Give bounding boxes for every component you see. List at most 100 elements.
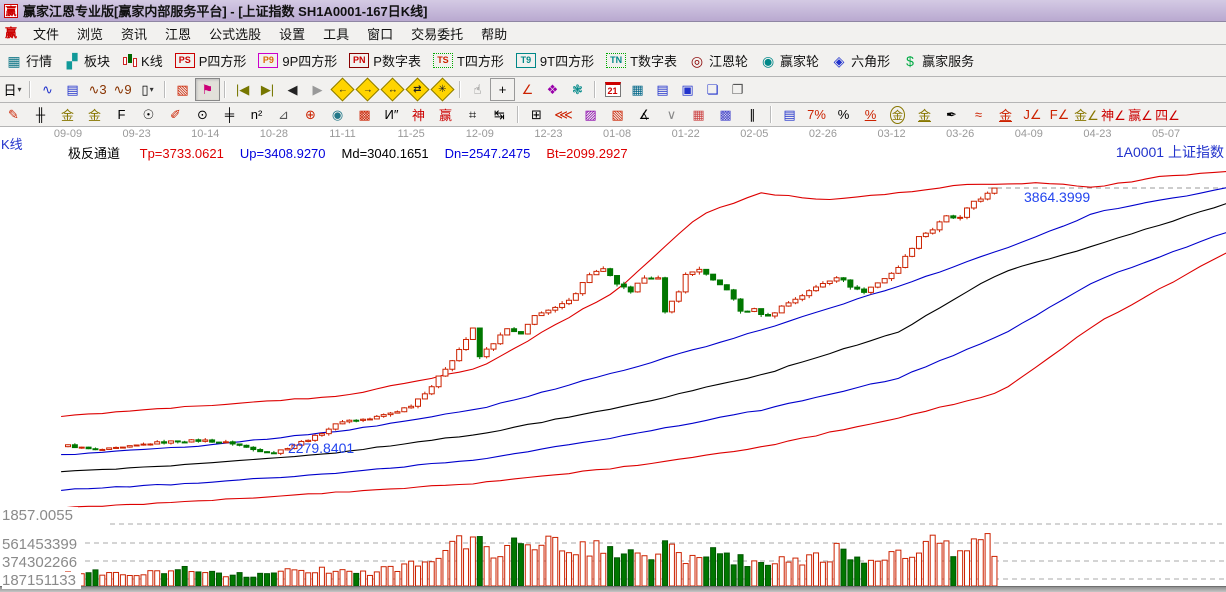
pattern-tool[interactable]: ▧: [170, 78, 195, 101]
sectors-button[interactable]: ▞ 板块: [58, 48, 116, 73]
9t-square-button[interactable]: T9 9T四方形: [510, 48, 600, 73]
grid-target-tool[interactable]: ▩: [351, 104, 378, 125]
menu-文件[interactable]: 文件: [33, 26, 60, 42]
candle-style-dropdown[interactable]: ▯ ▾: [135, 78, 160, 101]
si-angle-tool[interactable]: 四∠: [1154, 104, 1181, 125]
p-number-button[interactable]: PN P数字表: [343, 48, 427, 73]
j-angle-tool[interactable]: J∠: [1019, 104, 1046, 125]
n2-tool[interactable]: n²: [243, 104, 270, 125]
pct-line-tool[interactable]: %: [857, 104, 884, 125]
save-icon[interactable]: ▣: [675, 78, 700, 101]
menu-江恩[interactable]: 江恩: [165, 26, 192, 42]
quotes-button[interactable]: ▦ 行情: [0, 48, 58, 73]
pct-slash-tool[interactable]: 7%: [803, 104, 830, 125]
gann-wheel-button[interactable]: ◎ 江恩轮: [683, 48, 754, 73]
fan-lines-tool[interactable]: ⋘: [550, 104, 577, 125]
print-icon[interactable]: ❐: [725, 78, 750, 101]
network-icon[interactable]: ❏: [700, 78, 725, 101]
brush-tool[interactable]: ✐: [162, 104, 189, 125]
hand-tool[interactable]: ☝: [465, 78, 490, 101]
chart-area[interactable]: 09-09 09-23 10-14 10-28 11-11 11-25 12-09 12-23…: [0, 127, 1226, 589]
gold-circle-tool[interactable]: 金: [884, 104, 911, 125]
expand-diamond[interactable]: ↔: [380, 77, 405, 102]
pen-tool[interactable]: ✎: [0, 104, 27, 125]
zoom-left-diamond[interactable]: ←: [330, 77, 355, 102]
spiral-tool[interactable]: ☉: [135, 104, 162, 125]
angle-measure-tool[interactable]: ∠: [515, 78, 540, 101]
gold-line-tool[interactable]: 金: [911, 104, 938, 125]
menu-交易委托[interactable]: 交易委托: [411, 26, 464, 42]
menu-工具[interactable]: 工具: [323, 26, 350, 42]
dot-grid-tool[interactable]: ▦: [685, 104, 712, 125]
9p-square-button[interactable]: P9 9P四方形: [252, 48, 343, 73]
ruler123-tool[interactable]: ⌗: [459, 104, 486, 125]
rays-tool[interactable]: ∡: [631, 104, 658, 125]
angle-marks-tool[interactable]: И″: [378, 104, 405, 125]
circle-cross-tool[interactable]: ⊕: [297, 104, 324, 125]
gann-shape-tool[interactable]: ❖: [540, 78, 565, 101]
wave9-tool[interactable]: ∿9: [110, 78, 135, 101]
gold-angle-red-tool[interactable]: 金: [992, 104, 1019, 125]
symbol-label: 1A0001 上证指数: [1116, 142, 1224, 162]
pattern-brain-tool[interactable]: ❃: [565, 78, 590, 101]
zigzag-tool[interactable]: ∿: [35, 78, 60, 101]
j-angle-tool-icon: J∠: [1023, 106, 1042, 122]
prev-button[interactable]: ◀: [280, 78, 305, 101]
calendar-icon[interactable]: 21: [600, 78, 625, 101]
fan-box-tool[interactable]: ▨: [577, 104, 604, 125]
chart-canvas[interactable]: [0, 127, 1226, 586]
box-grid-tool[interactable]: ▩: [712, 104, 739, 125]
box-measure-tool[interactable]: ⊞: [523, 104, 550, 125]
winner-service-button[interactable]: $ 赢家服务: [896, 48, 980, 73]
zoom-right-diamond[interactable]: →: [355, 77, 380, 102]
menu-资讯[interactable]: 资讯: [121, 26, 148, 42]
shen-angle-tool[interactable]: 神∠: [1100, 104, 1127, 125]
crosshair-tool[interactable]: +: [490, 78, 515, 101]
menu-浏览[interactable]: 浏览: [77, 26, 104, 42]
circle-ruler-tool[interactable]: ⊙: [189, 104, 216, 125]
kline-button[interactable]: K线: [116, 48, 169, 73]
menu-设置[interactable]: 设置: [279, 26, 306, 42]
f-angle-tool[interactable]: F∠: [1046, 104, 1073, 125]
menu-帮助[interactable]: 帮助: [481, 26, 508, 42]
ruler123-tool-icon: ⌗: [468, 106, 477, 122]
shen-tool[interactable]: 神: [405, 104, 432, 125]
period-day-dropdown[interactable]: 日 ▾: [0, 78, 25, 101]
last-page-button[interactable]: ▶|: [255, 78, 280, 101]
wave3-tool[interactable]: ∿3: [85, 78, 110, 101]
gold-ruler-tool[interactable]: 金: [54, 104, 81, 125]
target-tool[interactable]: ◉: [324, 104, 351, 125]
notes-icon[interactable]: ▤: [650, 78, 675, 101]
chart-flag-tool[interactable]: ⚑: [195, 78, 220, 101]
f-ruler-tool[interactable]: F: [108, 104, 135, 125]
winner-wheel-button[interactable]: ◉ 赢家轮: [754, 48, 825, 73]
pct-tool[interactable]: %: [830, 104, 857, 125]
ink-tool[interactable]: ✒: [938, 104, 965, 125]
t-square-button[interactable]: TS T四方形: [427, 48, 510, 73]
ruler-tool[interactable]: ╫: [27, 104, 54, 125]
gold-angle-tool[interactable]: 金∠: [1073, 104, 1100, 125]
ying-angle-tool[interactable]: 赢∠: [1127, 104, 1154, 125]
wave-overlay-tool[interactable]: ≈: [965, 104, 992, 125]
hexagon-button[interactable]: ◈ 六角形: [825, 48, 896, 73]
vee-lines-tool[interactable]: ∨: [658, 104, 685, 125]
ying-tool[interactable]: 赢: [432, 104, 459, 125]
clipboard-tool[interactable]: ▤: [60, 78, 85, 101]
width-arrows-tool[interactable]: ↹: [486, 104, 513, 125]
gold-ruler2-tool[interactable]: 金: [81, 104, 108, 125]
triangle-tool[interactable]: ⊿: [270, 104, 297, 125]
gann-scale-tool[interactable]: ▤: [776, 104, 803, 125]
next-button[interactable]: ▶: [305, 78, 330, 101]
first-page-button[interactable]: |◀: [230, 78, 255, 101]
menu-窗口[interactable]: 窗口: [367, 26, 394, 42]
titlebar[interactable]: 赢 赢家江恩专业版[赢家内部服务平台] - [上证指数 SH1A0001-167…: [0, 0, 1226, 22]
tick-ruler-tool[interactable]: ╪: [216, 104, 243, 125]
calculator-icon[interactable]: ▦: [625, 78, 650, 101]
compress-diamond[interactable]: ⇄: [405, 77, 430, 102]
p-square-button[interactable]: PS P四方形: [169, 48, 253, 73]
parallel-lines-tool[interactable]: ∥: [739, 104, 766, 125]
menu-公式选股[interactable]: 公式选股: [209, 26, 262, 42]
fit-diamond[interactable]: ✳: [430, 77, 455, 102]
t-number-button[interactable]: TN T数字表: [600, 48, 683, 73]
fan-grid-tool[interactable]: ▧: [604, 104, 631, 125]
